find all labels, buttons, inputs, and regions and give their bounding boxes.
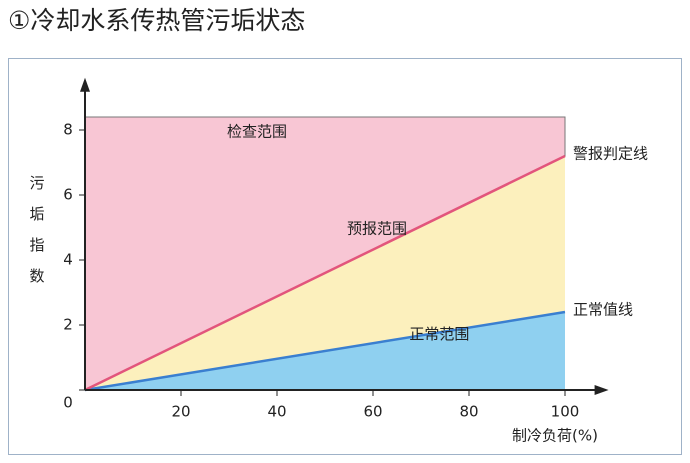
frame [8, 58, 682, 455]
y-tick-label: 0 [63, 394, 73, 412]
x-axis-label: 制冷负荷(%) [512, 427, 598, 445]
x-axis-arrow [594, 385, 609, 395]
line-label: 警报判定线 [573, 145, 648, 163]
x-tick-label: 60 [363, 403, 382, 421]
series-line [84, 310, 566, 392]
x-tick-label: 20 [171, 403, 190, 421]
y-tick-label: 4 [63, 251, 73, 269]
line-label: 正常值线 [573, 301, 633, 319]
x-tick-label: 40 [267, 403, 286, 421]
y-axis-label: 污垢指数 [29, 174, 44, 285]
y-tick-label: 2 [63, 316, 73, 334]
y-axis-arrow [80, 77, 90, 92]
y-axis-label-text: 污垢指数 [29, 174, 44, 285]
y-tick-label: 6 [63, 186, 73, 204]
y-tick-label: 8 [63, 121, 73, 139]
region-label: 预报范围 [347, 219, 407, 237]
region-label: 正常范围 [409, 325, 469, 343]
x-tick-label: 80 [459, 403, 478, 421]
region-label: 检查范围 [227, 123, 287, 141]
chart-title: ①冷却水系传热管污垢状态 [8, 6, 305, 35]
x-tick-label: 100 [551, 403, 580, 421]
series-line [84, 154, 566, 392]
